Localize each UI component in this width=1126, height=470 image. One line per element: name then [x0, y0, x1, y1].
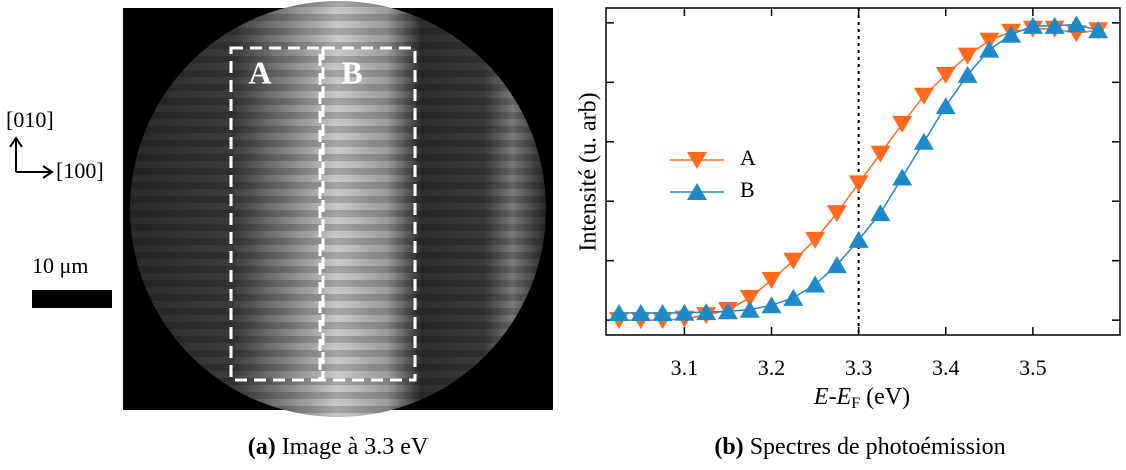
legend-marker	[687, 152, 707, 169]
data-point	[674, 303, 695, 321]
data-point	[630, 304, 651, 322]
data-point	[717, 302, 738, 320]
caption: (b) Spectres de photoémission	[714, 434, 1005, 460]
data-point	[783, 288, 804, 306]
x-tick-label: 3.5	[1019, 355, 1047, 380]
data-point	[609, 304, 630, 322]
data-point	[1066, 15, 1087, 33]
x-label-sub: F	[851, 395, 860, 412]
plot-frame	[605, 7, 1121, 336]
x-axis-label: E-EF (eV)	[813, 384, 910, 412]
data-point	[826, 205, 847, 223]
legend-marker	[687, 183, 707, 200]
data-point	[805, 231, 826, 249]
x-tick-label: 3.1	[671, 355, 699, 380]
data-point	[783, 252, 804, 270]
direction-label: [100]	[56, 158, 104, 183]
data-point	[848, 175, 869, 193]
data-point	[805, 275, 826, 293]
data-point	[1022, 16, 1043, 34]
y-axis-label: Intensité (u. arb)	[576, 92, 602, 251]
caption-label: (a)	[248, 434, 276, 460]
region-label: A	[248, 54, 271, 90]
data-point	[848, 230, 869, 248]
data-point	[935, 97, 956, 115]
x-tick-label: 3.3	[845, 355, 873, 380]
caption: (a) Image à 3.3 eV	[248, 434, 429, 460]
data-point	[1088, 21, 1109, 39]
direction-arrows	[9, 136, 54, 179]
data-point	[870, 145, 891, 163]
region-b-box	[321, 46, 417, 382]
data-point	[913, 87, 934, 105]
data-point	[957, 65, 978, 83]
x-tick-label: 3.4	[932, 355, 960, 380]
data-point	[957, 47, 978, 65]
data-point	[979, 40, 1000, 58]
data-point	[1044, 16, 1065, 34]
legend-label: A	[740, 145, 756, 170]
legend-label: B	[740, 177, 755, 202]
scale-label: 10 μm	[32, 253, 88, 278]
caption-label: (b)	[714, 434, 743, 460]
data-point	[892, 115, 913, 133]
region-a-box	[229, 46, 322, 382]
caption-text: Spectres de photoémission	[750, 434, 1006, 460]
data-point	[935, 66, 956, 84]
scale-bar	[32, 290, 112, 308]
data-point	[913, 132, 934, 150]
data-point	[696, 303, 717, 321]
direction-label: [010]	[6, 107, 54, 132]
data-point	[761, 272, 782, 290]
data-point	[870, 204, 891, 222]
data-point	[1001, 25, 1022, 43]
x-label-unit: (eV)	[866, 384, 910, 410]
caption-text: Image à 3.3 eV	[282, 434, 429, 460]
data-point	[739, 300, 760, 318]
x-tick-label: 3.2	[758, 355, 786, 380]
data-point	[826, 256, 847, 274]
data-point	[652, 304, 673, 322]
data-point	[739, 289, 760, 307]
microscope-image	[130, 1, 546, 417]
data-point	[761, 296, 782, 314]
region-label: B	[341, 54, 362, 90]
x-label-var: E-E	[813, 384, 852, 410]
data-point	[892, 168, 913, 186]
